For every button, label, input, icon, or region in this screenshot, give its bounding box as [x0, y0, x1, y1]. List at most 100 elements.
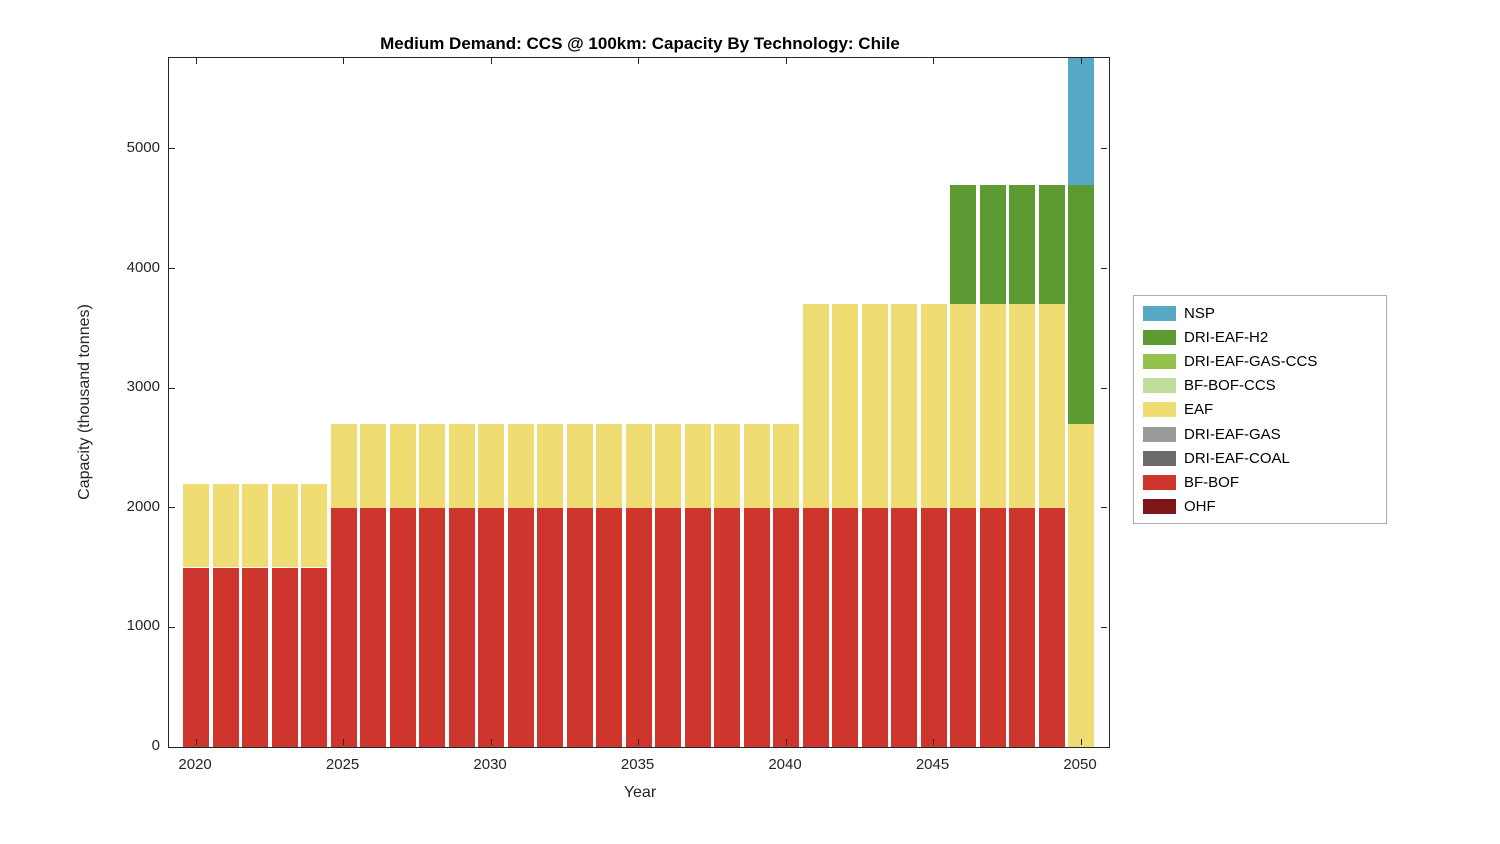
legend-label-bf-bof-ccs: BF-BOF-CCS — [1184, 377, 1276, 395]
legend-item-dri-eaf-gas: DRI-EAF-GAS — [1134, 422, 1386, 446]
bar-segment-eaf-2046 — [950, 304, 976, 508]
y-tick-mark — [169, 507, 175, 509]
x-tick-mark — [933, 58, 934, 64]
x-axis-label: Year — [623, 784, 657, 801]
x-tick-mark — [785, 58, 787, 64]
bar-segment-eaf-2023 — [271, 483, 298, 568]
bar-segment-eaf-2042 — [832, 304, 858, 508]
bar-segment-bf-bof-2038 — [714, 507, 740, 747]
bar-segment-bf-bof-2026 — [360, 507, 387, 747]
legend-item-ohf: OHF — [1134, 495, 1386, 519]
y-tick-mark — [1101, 507, 1107, 509]
bar-segment-eaf-2021 — [212, 483, 239, 568]
bar-segment-eaf-2045 — [920, 304, 947, 508]
legend-item-bf-bof-ccs: BF-BOF-CCS — [1134, 374, 1386, 398]
bar-segment-eaf-2035 — [625, 424, 652, 508]
legend-item-nsp: NSP — [1134, 301, 1386, 325]
bar-segment-eaf-2029 — [448, 424, 475, 508]
y-tick-mark — [1101, 746, 1107, 747]
legend-swatch-bf-bof — [1143, 474, 1176, 490]
bar-segment-eaf-2047 — [979, 304, 1006, 508]
bar-segment-eaf-2049 — [1038, 304, 1065, 508]
y-tick-mark — [169, 387, 175, 389]
bar-segment-dri-eaf-h2-2050 — [1068, 184, 1094, 424]
bar-segment-dri-eaf-h2-2046 — [950, 184, 976, 305]
bar-segment-bf-bof-2047 — [979, 507, 1006, 747]
y-tick-mark — [1101, 148, 1107, 150]
legend-label-ohf: OHF — [1184, 498, 1216, 516]
x-tick-mark — [1080, 739, 1082, 745]
bar-segment-bf-bof-2032 — [537, 507, 564, 747]
bar-segment-nsp-2050 — [1068, 58, 1094, 185]
x-tick-mark — [1080, 58, 1082, 64]
legend-swatch-dri-eaf-coal — [1143, 450, 1176, 466]
bar-segment-eaf-2022 — [242, 483, 269, 568]
bar-segment-bf-bof-2043 — [861, 507, 888, 747]
legend-item-dri-eaf-h2: DRI-EAF-H2 — [1134, 325, 1386, 349]
x-tick-mark — [490, 58, 492, 64]
bar-segment-eaf-2043 — [861, 304, 888, 508]
bar-segment-bf-bof-2022 — [242, 567, 269, 747]
y-tick-mark — [1101, 626, 1107, 628]
bar-segment-eaf-2030 — [478, 424, 505, 508]
y-tick-label: 1000 — [126, 617, 160, 635]
bar-segment-bf-bof-2039 — [743, 507, 770, 747]
bar-segment-bf-bof-2045 — [920, 507, 947, 747]
x-tick-label: 2020 — [178, 756, 212, 773]
bar-segment-bf-bof-2036 — [655, 507, 682, 747]
legend-label-eaf: EAF — [1184, 401, 1214, 419]
bar-segment-eaf-2020 — [183, 483, 210, 568]
bar-segment-eaf-2026 — [360, 424, 387, 508]
bar-segment-eaf-2040 — [773, 424, 799, 508]
y-tick-label: 5000 — [126, 138, 160, 156]
bar-segment-bf-bof-2025 — [330, 507, 357, 747]
bar-segment-eaf-2036 — [655, 424, 682, 508]
y-tick-mark — [169, 746, 175, 747]
x-tick-mark — [638, 58, 640, 64]
x-tick-mark — [933, 739, 934, 745]
bar-segment-bf-bof-2021 — [212, 567, 239, 747]
legend-swatch-dri-eaf-gas — [1143, 426, 1176, 442]
legend-swatch-nsp — [1143, 305, 1176, 321]
bar-segment-bf-bof-2041 — [802, 507, 829, 747]
x-tick-mark — [638, 739, 640, 745]
bar-segment-bf-bof-2049 — [1038, 507, 1065, 747]
legend-item-dri-eaf-coal: DRI-EAF-COAL — [1134, 446, 1386, 470]
bar-segment-bf-bof-2042 — [832, 507, 858, 747]
bar-segment-bf-bof-2040 — [773, 507, 799, 747]
bar-segment-bf-bof-2027 — [389, 507, 416, 747]
y-tick-label: 0 — [151, 737, 160, 754]
legend-swatch-bf-bof-ccs — [1143, 378, 1176, 394]
y-axis-label: Capacity (thousand tonnes) — [76, 304, 93, 500]
bar-segment-bf-bof-2024 — [301, 567, 328, 747]
y-tick-label: 2000 — [126, 497, 160, 515]
plot-area — [168, 57, 1110, 748]
bar-segment-eaf-2050 — [1068, 424, 1094, 747]
y-tick-label: 4000 — [126, 258, 160, 276]
bar-segment-bf-bof-2030 — [478, 507, 505, 747]
bar-segment-bf-bof-2044 — [891, 507, 917, 747]
bar-segment-dri-eaf-h2-2049 — [1038, 184, 1065, 305]
y-tick-mark — [169, 626, 175, 628]
y-tick-label: 3000 — [126, 378, 160, 396]
bar-segment-eaf-2039 — [743, 424, 770, 508]
x-tick-label: 2040 — [768, 756, 802, 773]
x-tick-mark — [195, 739, 197, 745]
bar-segment-bf-bof-2037 — [684, 507, 711, 747]
chart-title: Medium Demand: CCS @ 100km: Capacity By … — [380, 34, 900, 53]
bar-segment-bf-bof-2020 — [183, 567, 210, 747]
legend-item-dri-eaf-gas-ccs: DRI-EAF-GAS-CCS — [1134, 349, 1386, 373]
bar-segment-eaf-2027 — [389, 424, 416, 508]
y-tick-mark — [169, 268, 175, 269]
x-tick-label: 2050 — [1063, 756, 1097, 773]
x-tick-label: 2025 — [325, 756, 360, 773]
legend-label-nsp: NSP — [1184, 304, 1215, 322]
bar-segment-eaf-2025 — [330, 424, 357, 508]
x-tick-mark — [343, 58, 345, 64]
legend-swatch-dri-eaf-gas-ccs — [1143, 353, 1176, 369]
bar-segment-bf-bof-2031 — [507, 507, 534, 747]
bar-segment-eaf-2033 — [566, 424, 593, 508]
bar-segment-eaf-2034 — [596, 424, 623, 508]
x-tick-label: 2045 — [915, 756, 950, 773]
bar-segment-bf-bof-2046 — [950, 507, 976, 747]
